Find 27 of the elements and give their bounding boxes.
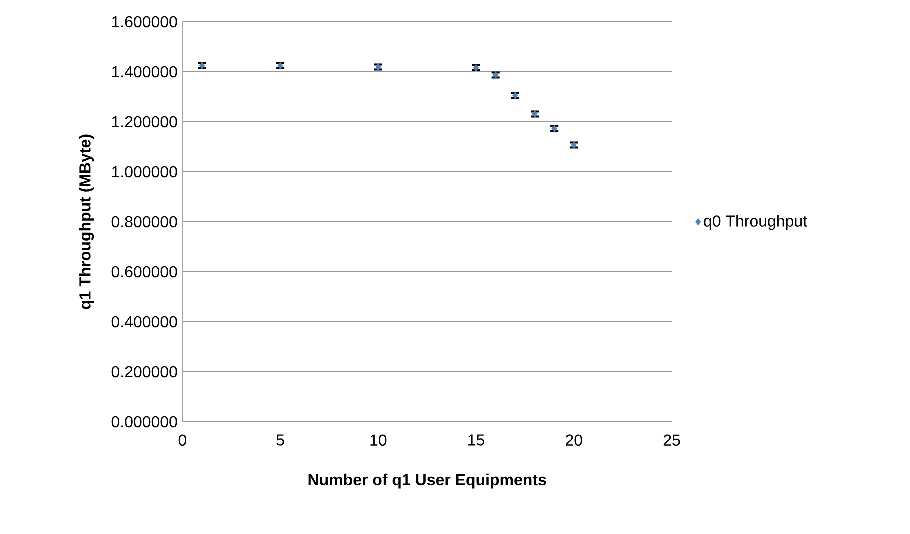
point: [493, 72, 499, 79]
x-tick-label: 10: [370, 434, 387, 446]
x-tick-label: 0: [178, 434, 187, 446]
y-tick-label: 0.600000: [112, 266, 178, 278]
point: [512, 92, 518, 100]
x-axis-title: Number of q1 User Equipments: [308, 474, 546, 489]
legend-label: q0 Throughput: [704, 215, 808, 230]
y-tick-label: 0.800000: [112, 216, 178, 228]
x-tick-label: 15: [468, 434, 484, 446]
point: [552, 125, 558, 132]
x-tick-label: 25: [664, 434, 680, 446]
y-tick-label: 0.400000: [112, 316, 178, 328]
y-tick-label: 0.200000: [112, 366, 178, 378]
y-tick-label: 1.600000: [112, 16, 178, 28]
point: [376, 64, 382, 71]
point: [278, 62, 284, 70]
x-tick-label: 5: [276, 434, 284, 446]
x-tick-label: 20: [566, 434, 582, 446]
y-tick-label: 1.400000: [112, 66, 178, 78]
point: [199, 62, 206, 70]
y-tick-label: 1.200000: [112, 116, 178, 128]
y-tick-label: 1.000000: [112, 166, 178, 178]
point: [532, 110, 538, 118]
point: [571, 142, 577, 149]
y-tick-label: 0.000000: [112, 416, 178, 428]
y-axis-title: q1 Throughput (MByte): [79, 134, 94, 310]
point: [474, 64, 480, 72]
